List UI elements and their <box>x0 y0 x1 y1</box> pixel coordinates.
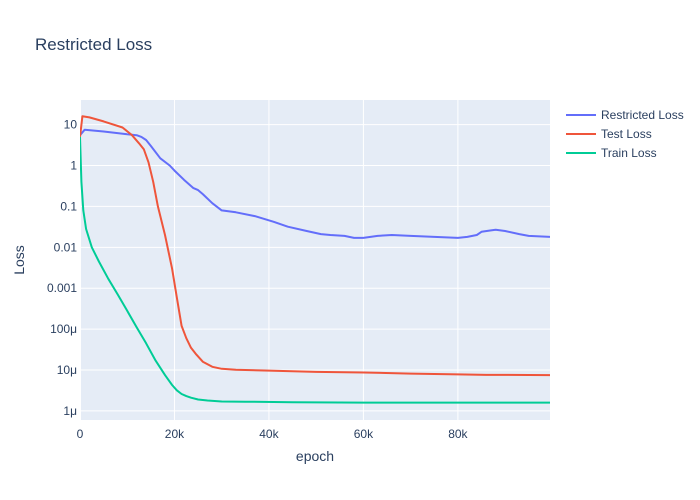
y-tick-label: 10 <box>64 118 78 132</box>
y-tick-label: 1 <box>70 159 77 173</box>
x-tick-label: 80k <box>448 427 468 441</box>
legend-label: Test Loss <box>601 127 652 141</box>
y-tick-label: 1μ <box>63 404 77 418</box>
x-tick-label: 60k <box>354 427 374 441</box>
legend-item[interactable]: Restricted Loss <box>566 108 684 122</box>
y-tick-labels: 10 1 0.1 0.01 0.001 100μ 10μ 1μ <box>47 118 77 418</box>
legend-item[interactable]: Test Loss <box>566 127 652 141</box>
series-line-3 <box>80 136 550 404</box>
x-tick-label: 0 <box>77 427 84 441</box>
x-tick-labels: 0 20k 40k 60k 80k <box>77 427 469 441</box>
legend-item[interactable]: Train Loss <box>566 146 657 160</box>
y-tick-label: 0.1 <box>60 199 77 213</box>
chart-title: Restricted Loss <box>35 35 152 54</box>
series-lines <box>80 115 550 404</box>
plot-area <box>80 100 550 420</box>
x-tick-label: 20k <box>165 427 185 441</box>
series-line-1 <box>80 128 550 239</box>
legend-label: Restricted Loss <box>601 108 684 122</box>
y-tick-label: 0.01 <box>54 240 78 254</box>
legend-label: Train Loss <box>601 146 657 160</box>
x-tick-label: 40k <box>259 427 279 441</box>
y-tick-label: 0.001 <box>47 281 77 295</box>
y-tick-label: 100μ <box>50 322 77 336</box>
legend[interactable]: Restricted Loss Test Loss Train Loss <box>566 108 684 160</box>
y-axis-title: Loss <box>11 245 27 275</box>
series-line-2 <box>80 115 550 377</box>
y-tick-label: 10μ <box>57 363 77 377</box>
x-axis-title: epoch <box>296 448 334 464</box>
